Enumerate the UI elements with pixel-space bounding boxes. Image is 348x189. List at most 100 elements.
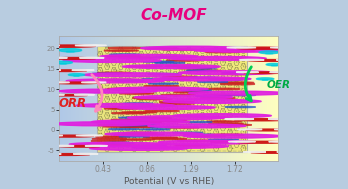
Ellipse shape — [271, 65, 277, 66]
Circle shape — [175, 145, 209, 146]
Circle shape — [208, 123, 243, 124]
Circle shape — [205, 51, 240, 53]
Circle shape — [178, 140, 213, 141]
Circle shape — [130, 134, 165, 135]
Circle shape — [217, 124, 252, 126]
Circle shape — [104, 50, 139, 51]
Ellipse shape — [66, 51, 74, 52]
Circle shape — [43, 57, 68, 58]
Circle shape — [270, 72, 292, 73]
Circle shape — [149, 120, 184, 121]
Ellipse shape — [68, 74, 85, 76]
Circle shape — [121, 134, 156, 135]
Circle shape — [119, 126, 154, 127]
Circle shape — [92, 120, 190, 124]
Circle shape — [79, 57, 104, 58]
Circle shape — [236, 72, 259, 73]
Text: ORR: ORR — [58, 97, 86, 110]
Circle shape — [189, 91, 286, 95]
Circle shape — [239, 59, 264, 60]
Circle shape — [148, 73, 179, 75]
Circle shape — [135, 95, 232, 99]
Circle shape — [165, 65, 200, 67]
Bar — [97, 46, 247, 153]
FancyArrowPatch shape — [245, 67, 251, 101]
Circle shape — [128, 66, 163, 67]
Circle shape — [147, 88, 181, 90]
Circle shape — [108, 47, 143, 49]
Circle shape — [107, 88, 142, 90]
Circle shape — [174, 91, 208, 93]
Circle shape — [105, 79, 139, 81]
Circle shape — [276, 59, 301, 60]
Circle shape — [182, 122, 212, 123]
Circle shape — [92, 138, 127, 139]
Circle shape — [208, 78, 243, 80]
Circle shape — [145, 110, 179, 112]
Circle shape — [119, 126, 154, 128]
Circle shape — [45, 154, 90, 155]
Circle shape — [59, 146, 100, 147]
Circle shape — [69, 142, 167, 146]
Circle shape — [98, 125, 133, 126]
Circle shape — [129, 123, 160, 125]
Circle shape — [103, 142, 134, 143]
Circle shape — [160, 103, 195, 104]
Circle shape — [183, 134, 214, 135]
Circle shape — [120, 139, 155, 140]
Circle shape — [187, 70, 222, 71]
Circle shape — [106, 56, 141, 57]
Circle shape — [168, 57, 266, 60]
Circle shape — [92, 73, 122, 74]
Circle shape — [197, 81, 228, 83]
Circle shape — [148, 124, 246, 128]
Circle shape — [251, 152, 292, 153]
Circle shape — [123, 120, 158, 121]
Circle shape — [143, 137, 178, 138]
Circle shape — [122, 65, 220, 69]
Circle shape — [177, 68, 212, 69]
Circle shape — [142, 78, 173, 80]
Circle shape — [188, 77, 219, 78]
Ellipse shape — [266, 53, 273, 54]
Circle shape — [161, 94, 196, 96]
Circle shape — [104, 108, 139, 109]
Ellipse shape — [266, 64, 283, 66]
Circle shape — [66, 79, 164, 83]
Circle shape — [163, 99, 261, 103]
Text: OER: OER — [266, 80, 290, 90]
Circle shape — [173, 132, 203, 133]
Circle shape — [211, 79, 241, 81]
Circle shape — [148, 83, 179, 84]
Circle shape — [220, 82, 254, 83]
Circle shape — [158, 140, 256, 144]
Circle shape — [117, 105, 215, 109]
Circle shape — [269, 141, 295, 142]
Circle shape — [39, 45, 96, 47]
Ellipse shape — [54, 61, 72, 64]
Ellipse shape — [256, 78, 274, 80]
Circle shape — [248, 60, 293, 61]
Circle shape — [53, 122, 151, 126]
Circle shape — [209, 134, 244, 136]
Circle shape — [123, 103, 153, 104]
Circle shape — [162, 76, 197, 77]
Circle shape — [119, 136, 150, 137]
Circle shape — [37, 153, 61, 154]
Circle shape — [109, 54, 140, 55]
Circle shape — [72, 70, 94, 71]
Circle shape — [75, 45, 106, 46]
Circle shape — [119, 117, 149, 118]
Circle shape — [143, 61, 174, 62]
Circle shape — [139, 129, 170, 130]
Circle shape — [155, 79, 190, 80]
Circle shape — [137, 98, 172, 100]
Circle shape — [105, 145, 140, 146]
Circle shape — [53, 82, 98, 84]
Circle shape — [115, 81, 145, 82]
Circle shape — [165, 127, 199, 128]
Circle shape — [221, 50, 255, 52]
Circle shape — [186, 70, 216, 71]
Circle shape — [173, 114, 271, 118]
Circle shape — [45, 82, 69, 83]
